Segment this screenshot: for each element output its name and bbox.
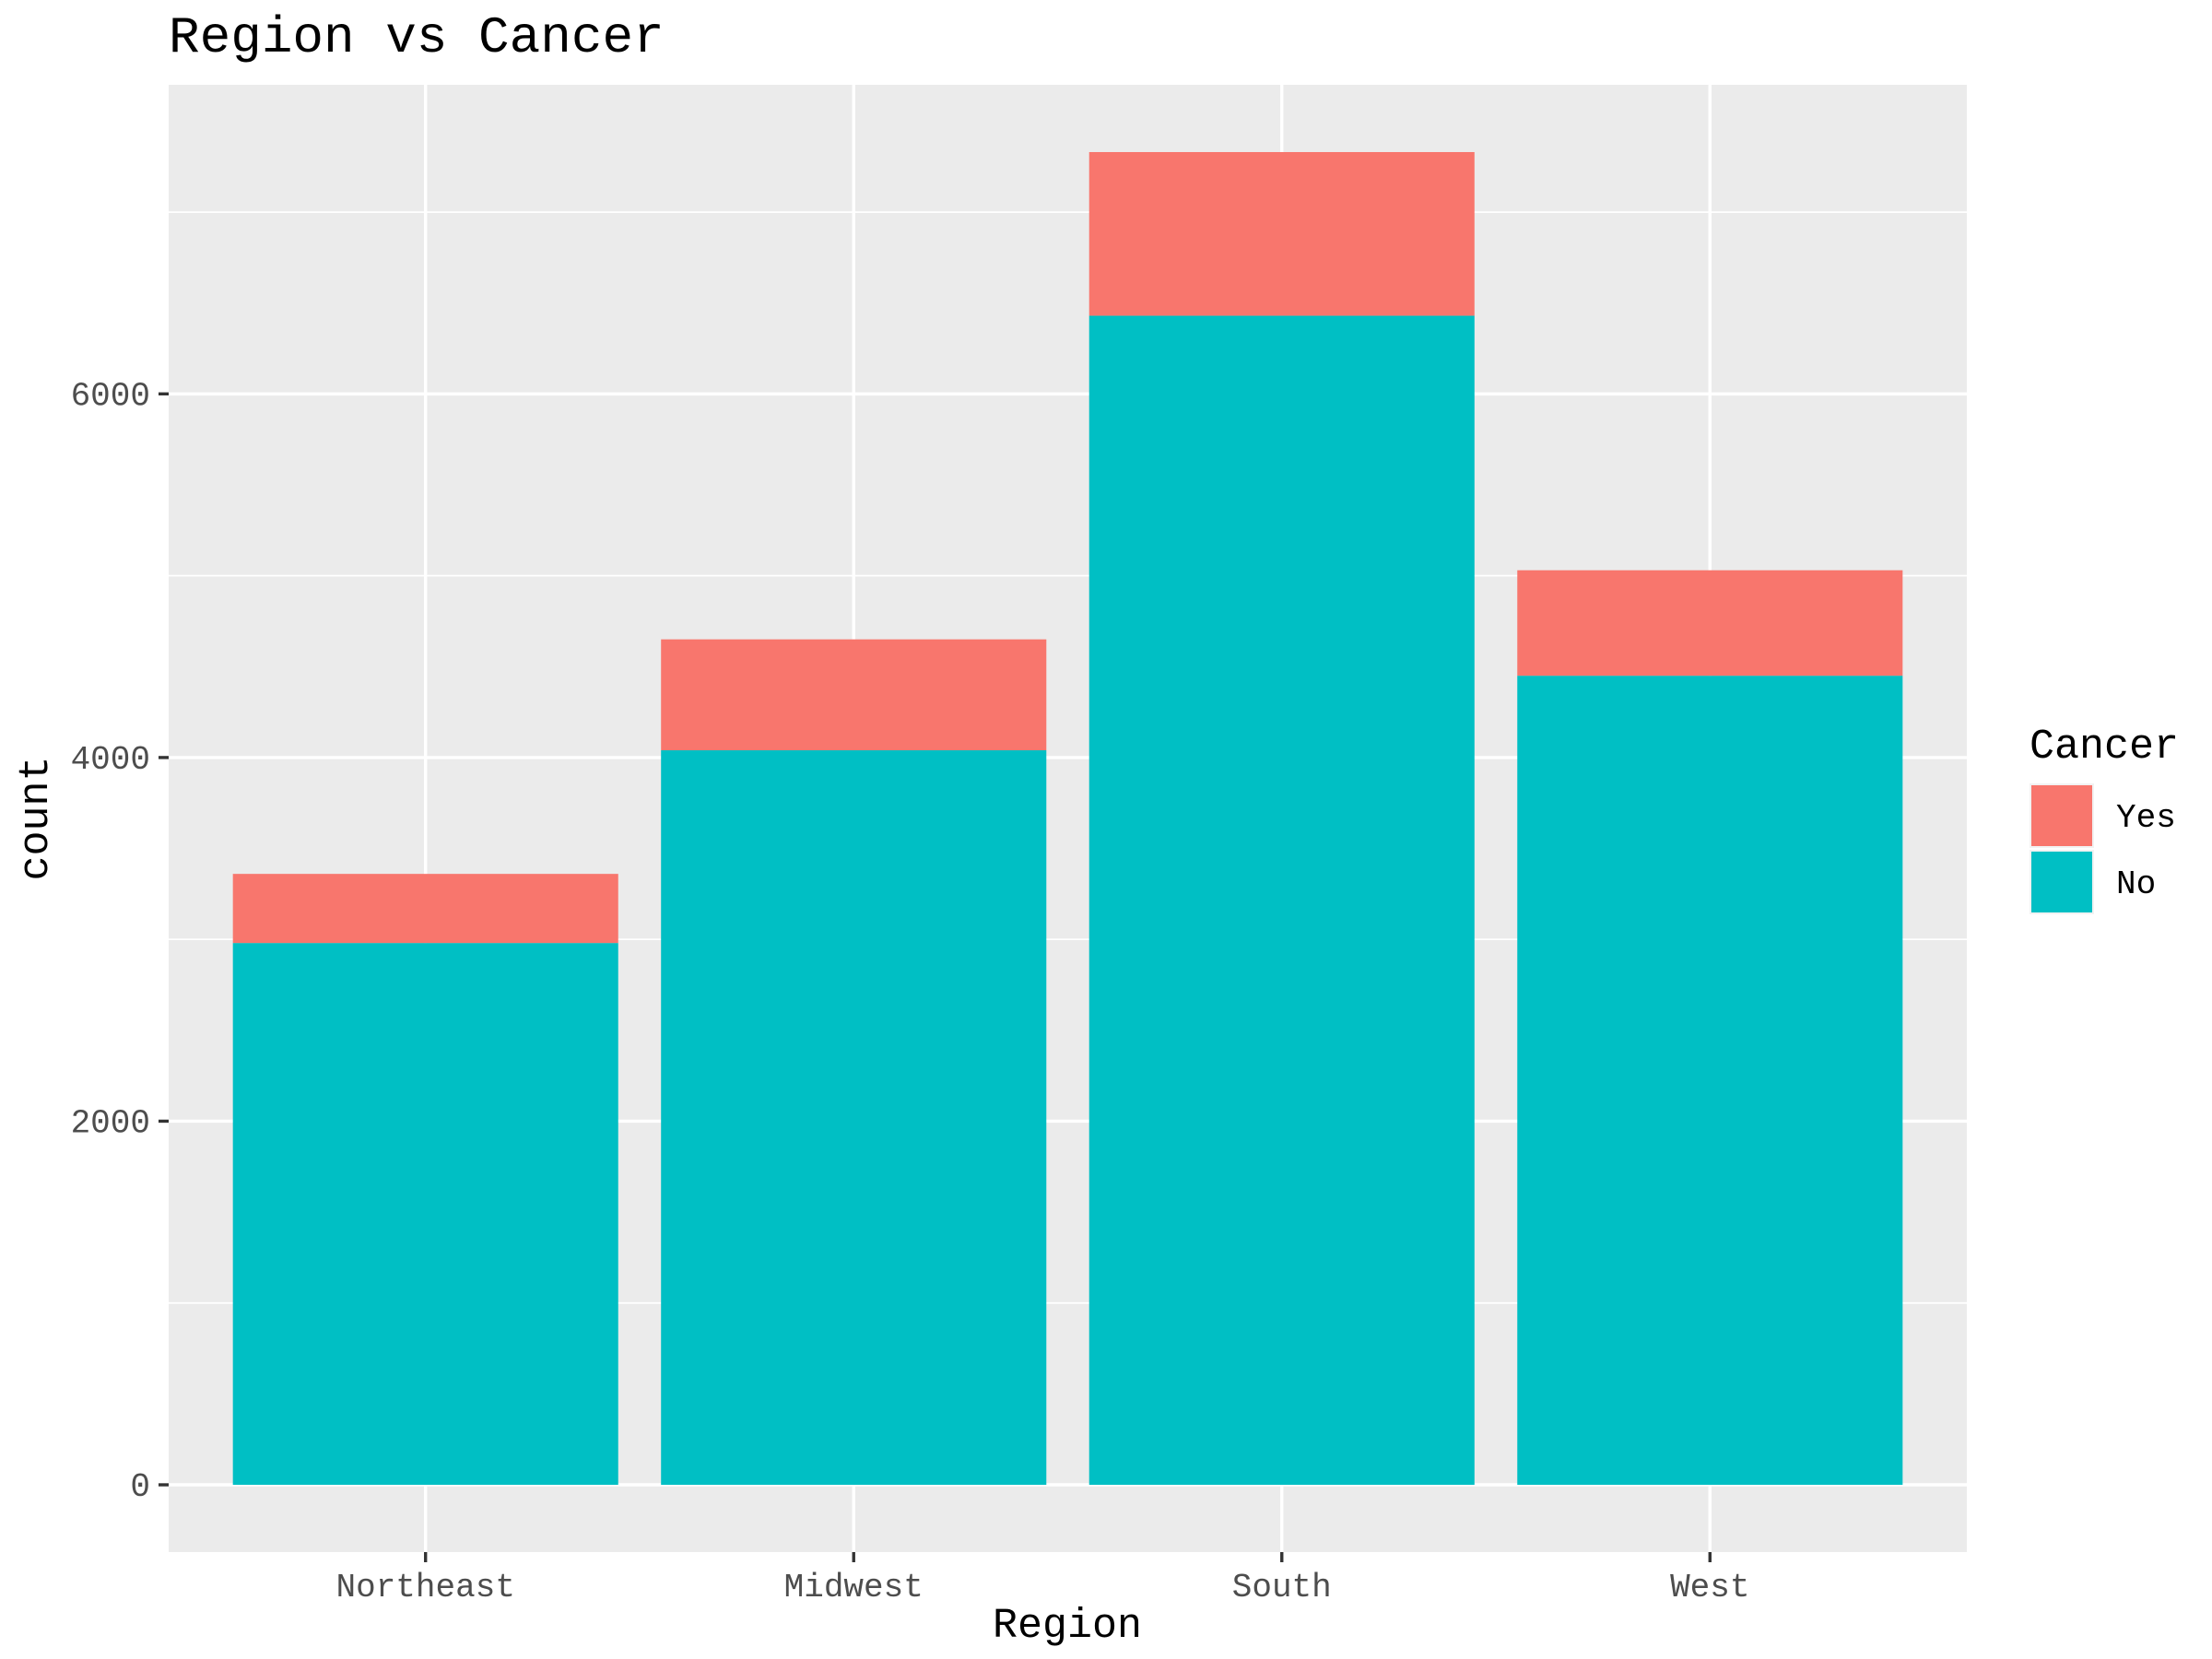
bar-yes-west [1517, 570, 1903, 677]
bar-yes-midwest [661, 639, 1047, 751]
legend: Cancer Yes No [2030, 724, 2179, 914]
legend-swatch-no [2031, 852, 2092, 912]
bars [232, 151, 1903, 1486]
y-tick-label: 2000 [71, 1104, 150, 1142]
y-tick-label: 0 [130, 1468, 150, 1506]
bar-yes-south [1088, 151, 1475, 316]
bar-yes-northeast [232, 874, 618, 944]
y-tick-label: 4000 [71, 741, 150, 779]
x-axis-title: Region [993, 1603, 1142, 1650]
y-axis-title: count [13, 756, 60, 880]
bar-no-south [1088, 315, 1475, 1486]
x-tick-label: Northeast [335, 1569, 514, 1606]
legend-label-yes: Yes [2116, 799, 2176, 837]
bar-no-west [1517, 676, 1903, 1486]
legend-swatch-yes [2031, 785, 2092, 846]
legend-items: Yes No [2030, 783, 2176, 914]
x-tick-label: South [1232, 1569, 1332, 1606]
y-tick-label: 6000 [71, 377, 150, 415]
x-tick-label: Midwest [784, 1569, 924, 1606]
legend-title: Cancer [2030, 724, 2179, 771]
legend-label-no: No [2116, 865, 2156, 903]
x-tick-label: West [1670, 1569, 1749, 1606]
chart-title: Region vs Cancer [169, 8, 665, 67]
bar-no-midwest [661, 750, 1047, 1486]
bar-no-northeast [232, 943, 618, 1486]
x-axis: Northeast Midwest South West [335, 1552, 1749, 1606]
y-axis: 0 2000 4000 6000 [71, 377, 169, 1506]
